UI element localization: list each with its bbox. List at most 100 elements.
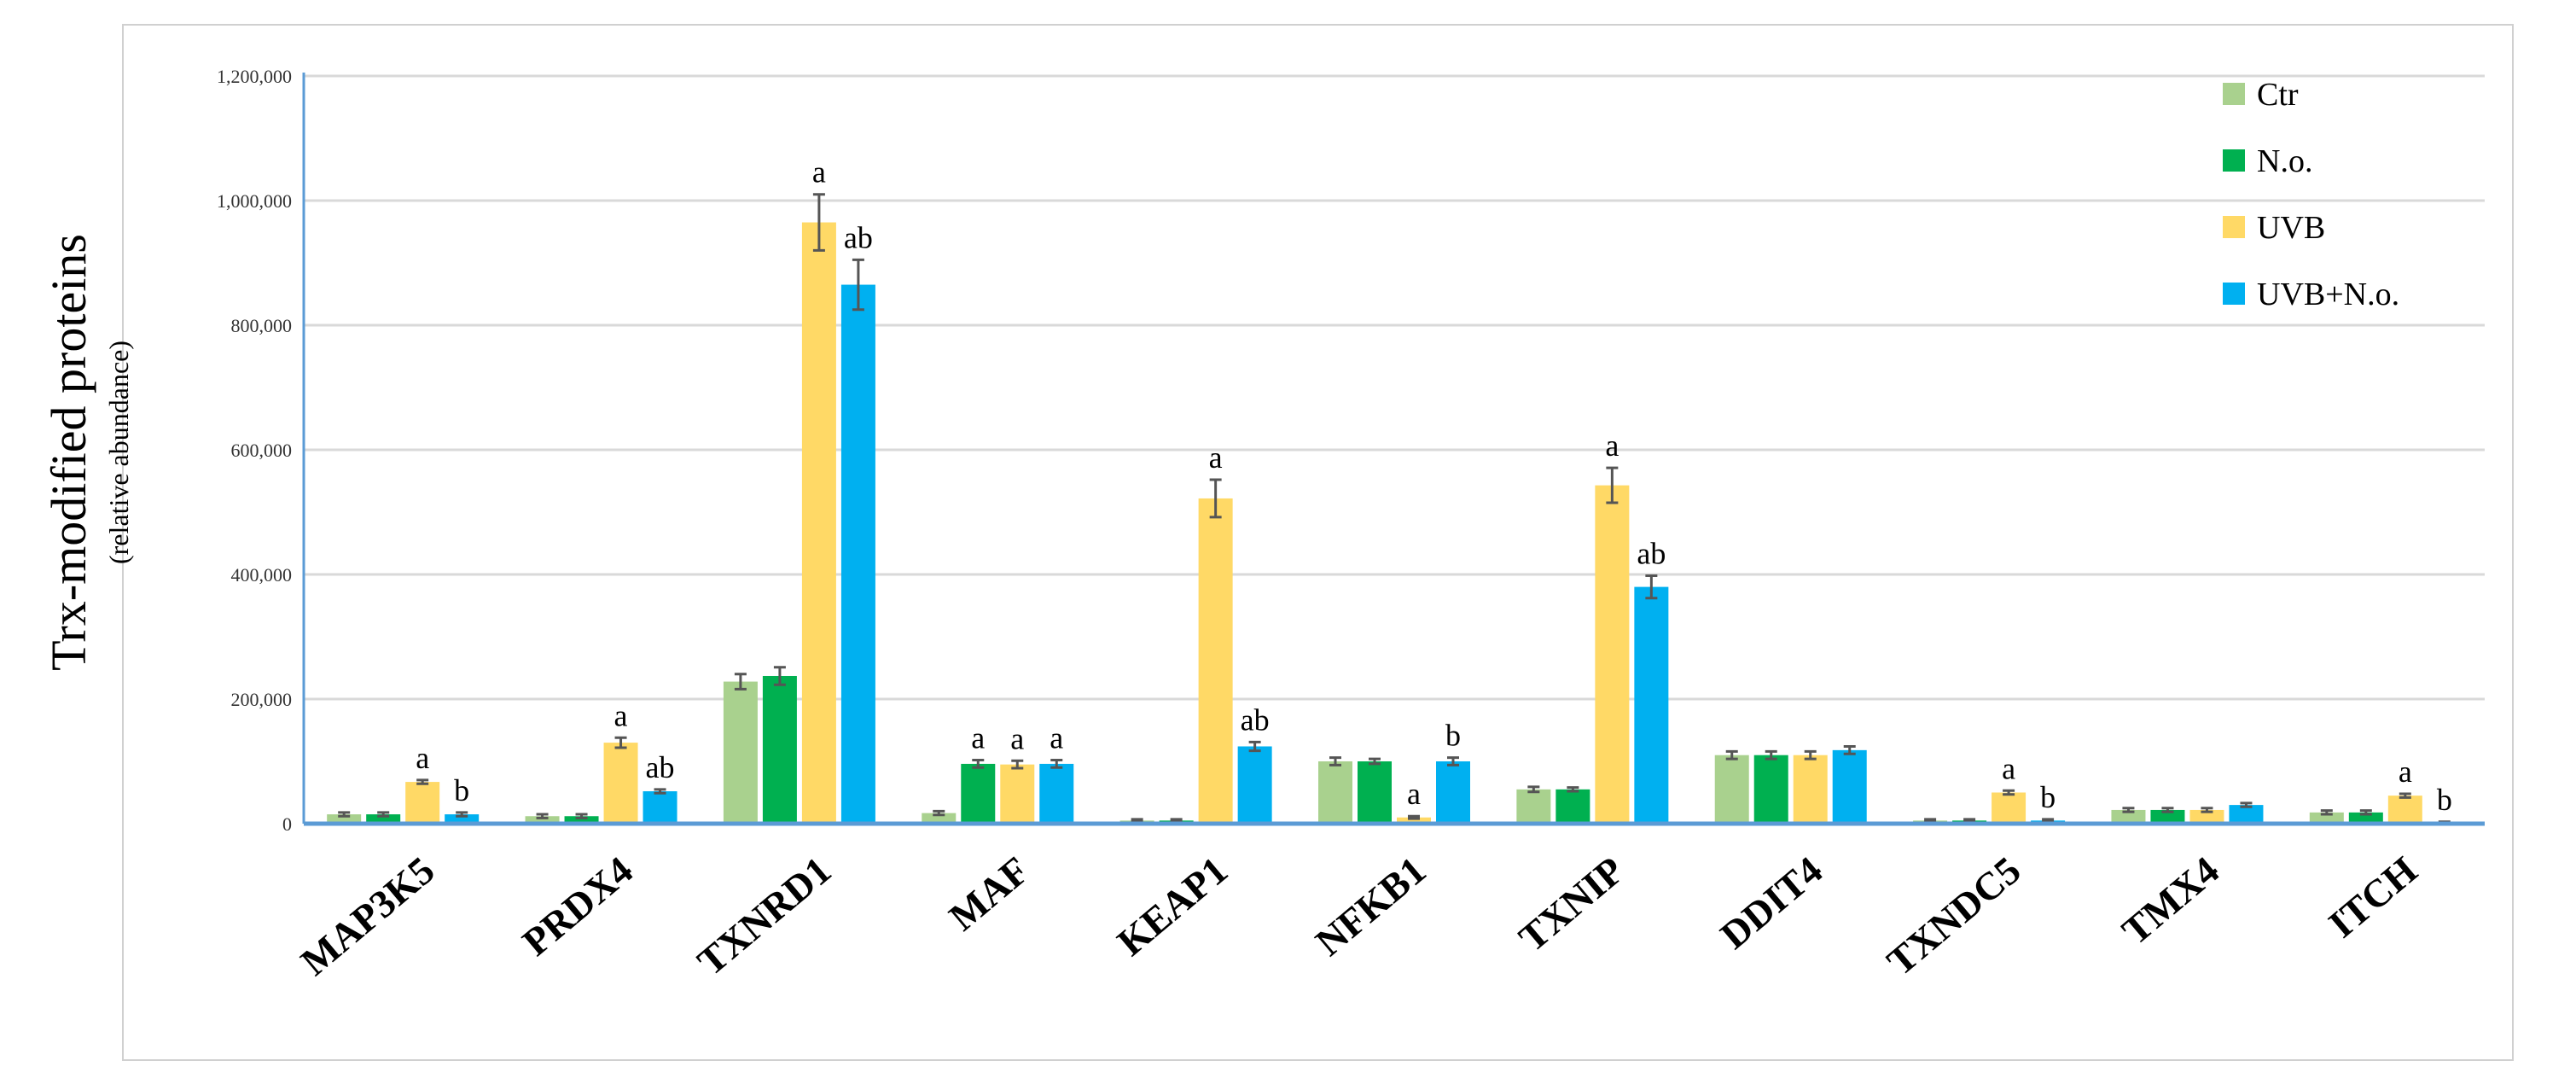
y-tick-label: 200,000 [231,689,293,710]
legend: Ctr N.o. UVB UVB+N.o. [2223,77,2399,312]
bar-maf-0 [922,813,957,824]
error-bar [2320,809,2333,816]
error-bar [1170,818,1183,824]
bar-nfkb1-1 [1358,761,1392,824]
bar-map3k5-3 [445,814,480,824]
error-bar [1011,759,1024,770]
significance-label: a [2399,755,2412,789]
bar-txnip-2 [1595,485,1630,824]
error-bar [1408,814,1420,820]
bar-maf-1 [961,763,996,824]
bar-tmx4-2 [2189,809,2224,824]
bar-txnrd1-2 [801,222,836,824]
bar-tmx4-3 [2229,805,2264,824]
error-bar [1924,818,1937,824]
error-bar [773,666,786,686]
error-bar [654,788,666,795]
significance-label: a [416,741,429,775]
error-bar [1725,749,1738,761]
legend-label: Ctr [2257,77,2299,113]
bar-ddit4-1 [1753,755,1788,824]
error-bar [536,813,549,819]
bar-prdx4-2 [603,743,638,824]
error-bar [852,258,864,312]
legend-swatch [2223,149,2245,172]
bar-tmx4-0 [2111,809,2146,824]
bar-ddit4-2 [1793,755,1828,824]
error-bar [1567,786,1579,793]
bar-prdx4-3 [643,791,677,824]
error-bar [2240,801,2253,808]
error-bar [972,759,985,769]
bar-nfkb1-0 [1318,761,1352,824]
significance-label: a [1209,440,1223,475]
bar-txndc5-2 [1992,792,2026,824]
error-bar [812,193,825,252]
error-bar [614,736,627,749]
bar-tmx4-1 [2150,809,2185,824]
error-bar [1765,749,1777,761]
significance-label: ab [844,220,873,254]
bar-map3k5-1 [366,814,401,824]
y-tick-label: 1,200,000 [217,66,292,87]
error-bar [734,673,747,691]
bar-prdx4-0 [525,816,560,824]
error-bar [1843,744,1856,755]
error-bar [2161,807,2174,813]
significance-label: ab [1637,536,1666,570]
bar-itch-2 [2387,796,2422,824]
significance-label: a [2002,751,2015,785]
legend-swatch [2223,283,2245,305]
significance-label: a [1050,721,1063,755]
bar-maf-2 [1000,764,1035,824]
bar-txnip-0 [1516,789,1551,824]
bar-ddit4-3 [1832,749,1867,824]
chart-frame [122,24,2514,1061]
error-bar [1804,749,1817,761]
y-tick-label: 1,000,000 [217,190,292,212]
bar-txnip-1 [1555,789,1590,824]
bar-ddit4-0 [1714,755,1749,824]
legend-swatch [2223,216,2245,238]
error-bar [1645,574,1658,600]
bar-txnrd1-3 [840,284,875,824]
error-bar [1329,756,1341,766]
y-tick-label: 800,000 [231,315,293,336]
significance-label: a [1010,721,1024,755]
error-bar [1447,756,1459,766]
legend-label: UVB+N.o. [2257,277,2399,312]
error-bar [1606,466,1619,504]
error-bar [1131,818,1143,824]
bar-txnip-3 [1634,586,1669,824]
error-bar [456,811,468,818]
bar-map3k5-0 [327,814,362,824]
y-tick-label: 0 [282,813,292,835]
bar-maf-3 [1039,763,1074,824]
error-bar [2359,809,2372,816]
bar-itch-1 [2348,812,2383,824]
error-bar [1527,785,1540,794]
significance-label: b [454,773,469,807]
error-bar [1050,759,1063,769]
error-bar [2003,789,2015,796]
error-bar [2399,792,2411,799]
significance-label: a [971,721,985,755]
significance-label: a [614,698,628,732]
bar-keap1-3 [1237,746,1272,824]
error-bar [2042,818,2055,824]
bar-itch-0 [2309,812,2344,824]
legend-swatch [2223,83,2245,105]
error-bar [2201,807,2213,813]
error-bar [575,813,588,819]
y-tick-label: 400,000 [231,564,293,586]
significance-label: a [1605,428,1619,463]
significance-label: b [1445,719,1461,753]
significance-label: b [2040,780,2056,814]
error-bar [933,809,945,817]
y-axis-sublabel: (relative abundance) [103,341,134,564]
bar-map3k5-2 [405,782,440,824]
bar-txnrd1-0 [723,681,758,824]
bar-keap1-2 [1198,498,1233,824]
bar-txnrd1-1 [762,675,797,824]
